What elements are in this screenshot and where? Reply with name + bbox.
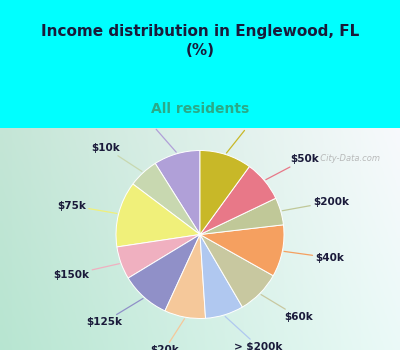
Text: Income distribution in Englewood, FL
(%): Income distribution in Englewood, FL (%) bbox=[41, 24, 359, 58]
Wedge shape bbox=[200, 234, 242, 318]
Wedge shape bbox=[200, 150, 249, 234]
Wedge shape bbox=[128, 234, 200, 311]
Text: $50k: $50k bbox=[266, 154, 319, 180]
Text: $30k: $30k bbox=[226, 118, 265, 153]
Wedge shape bbox=[200, 225, 284, 276]
Wedge shape bbox=[200, 234, 273, 307]
Wedge shape bbox=[165, 234, 206, 318]
Text: $150k: $150k bbox=[54, 264, 120, 280]
Wedge shape bbox=[200, 167, 276, 234]
Text: $75k: $75k bbox=[57, 201, 117, 214]
Text: $200k: $200k bbox=[282, 197, 349, 211]
Wedge shape bbox=[200, 198, 284, 235]
Wedge shape bbox=[155, 150, 200, 234]
Wedge shape bbox=[117, 234, 200, 278]
Text: City-Data.com: City-Data.com bbox=[315, 154, 380, 163]
Wedge shape bbox=[133, 163, 200, 235]
Text: $40k: $40k bbox=[284, 251, 344, 263]
Text: $20k: $20k bbox=[150, 319, 184, 350]
Text: $60k: $60k bbox=[261, 295, 312, 322]
Text: $100k: $100k bbox=[131, 117, 176, 152]
Text: $10k: $10k bbox=[92, 143, 142, 171]
Text: All residents: All residents bbox=[151, 102, 249, 116]
Wedge shape bbox=[116, 184, 200, 247]
Text: > $200k: > $200k bbox=[225, 316, 283, 350]
Text: $125k: $125k bbox=[86, 299, 143, 327]
